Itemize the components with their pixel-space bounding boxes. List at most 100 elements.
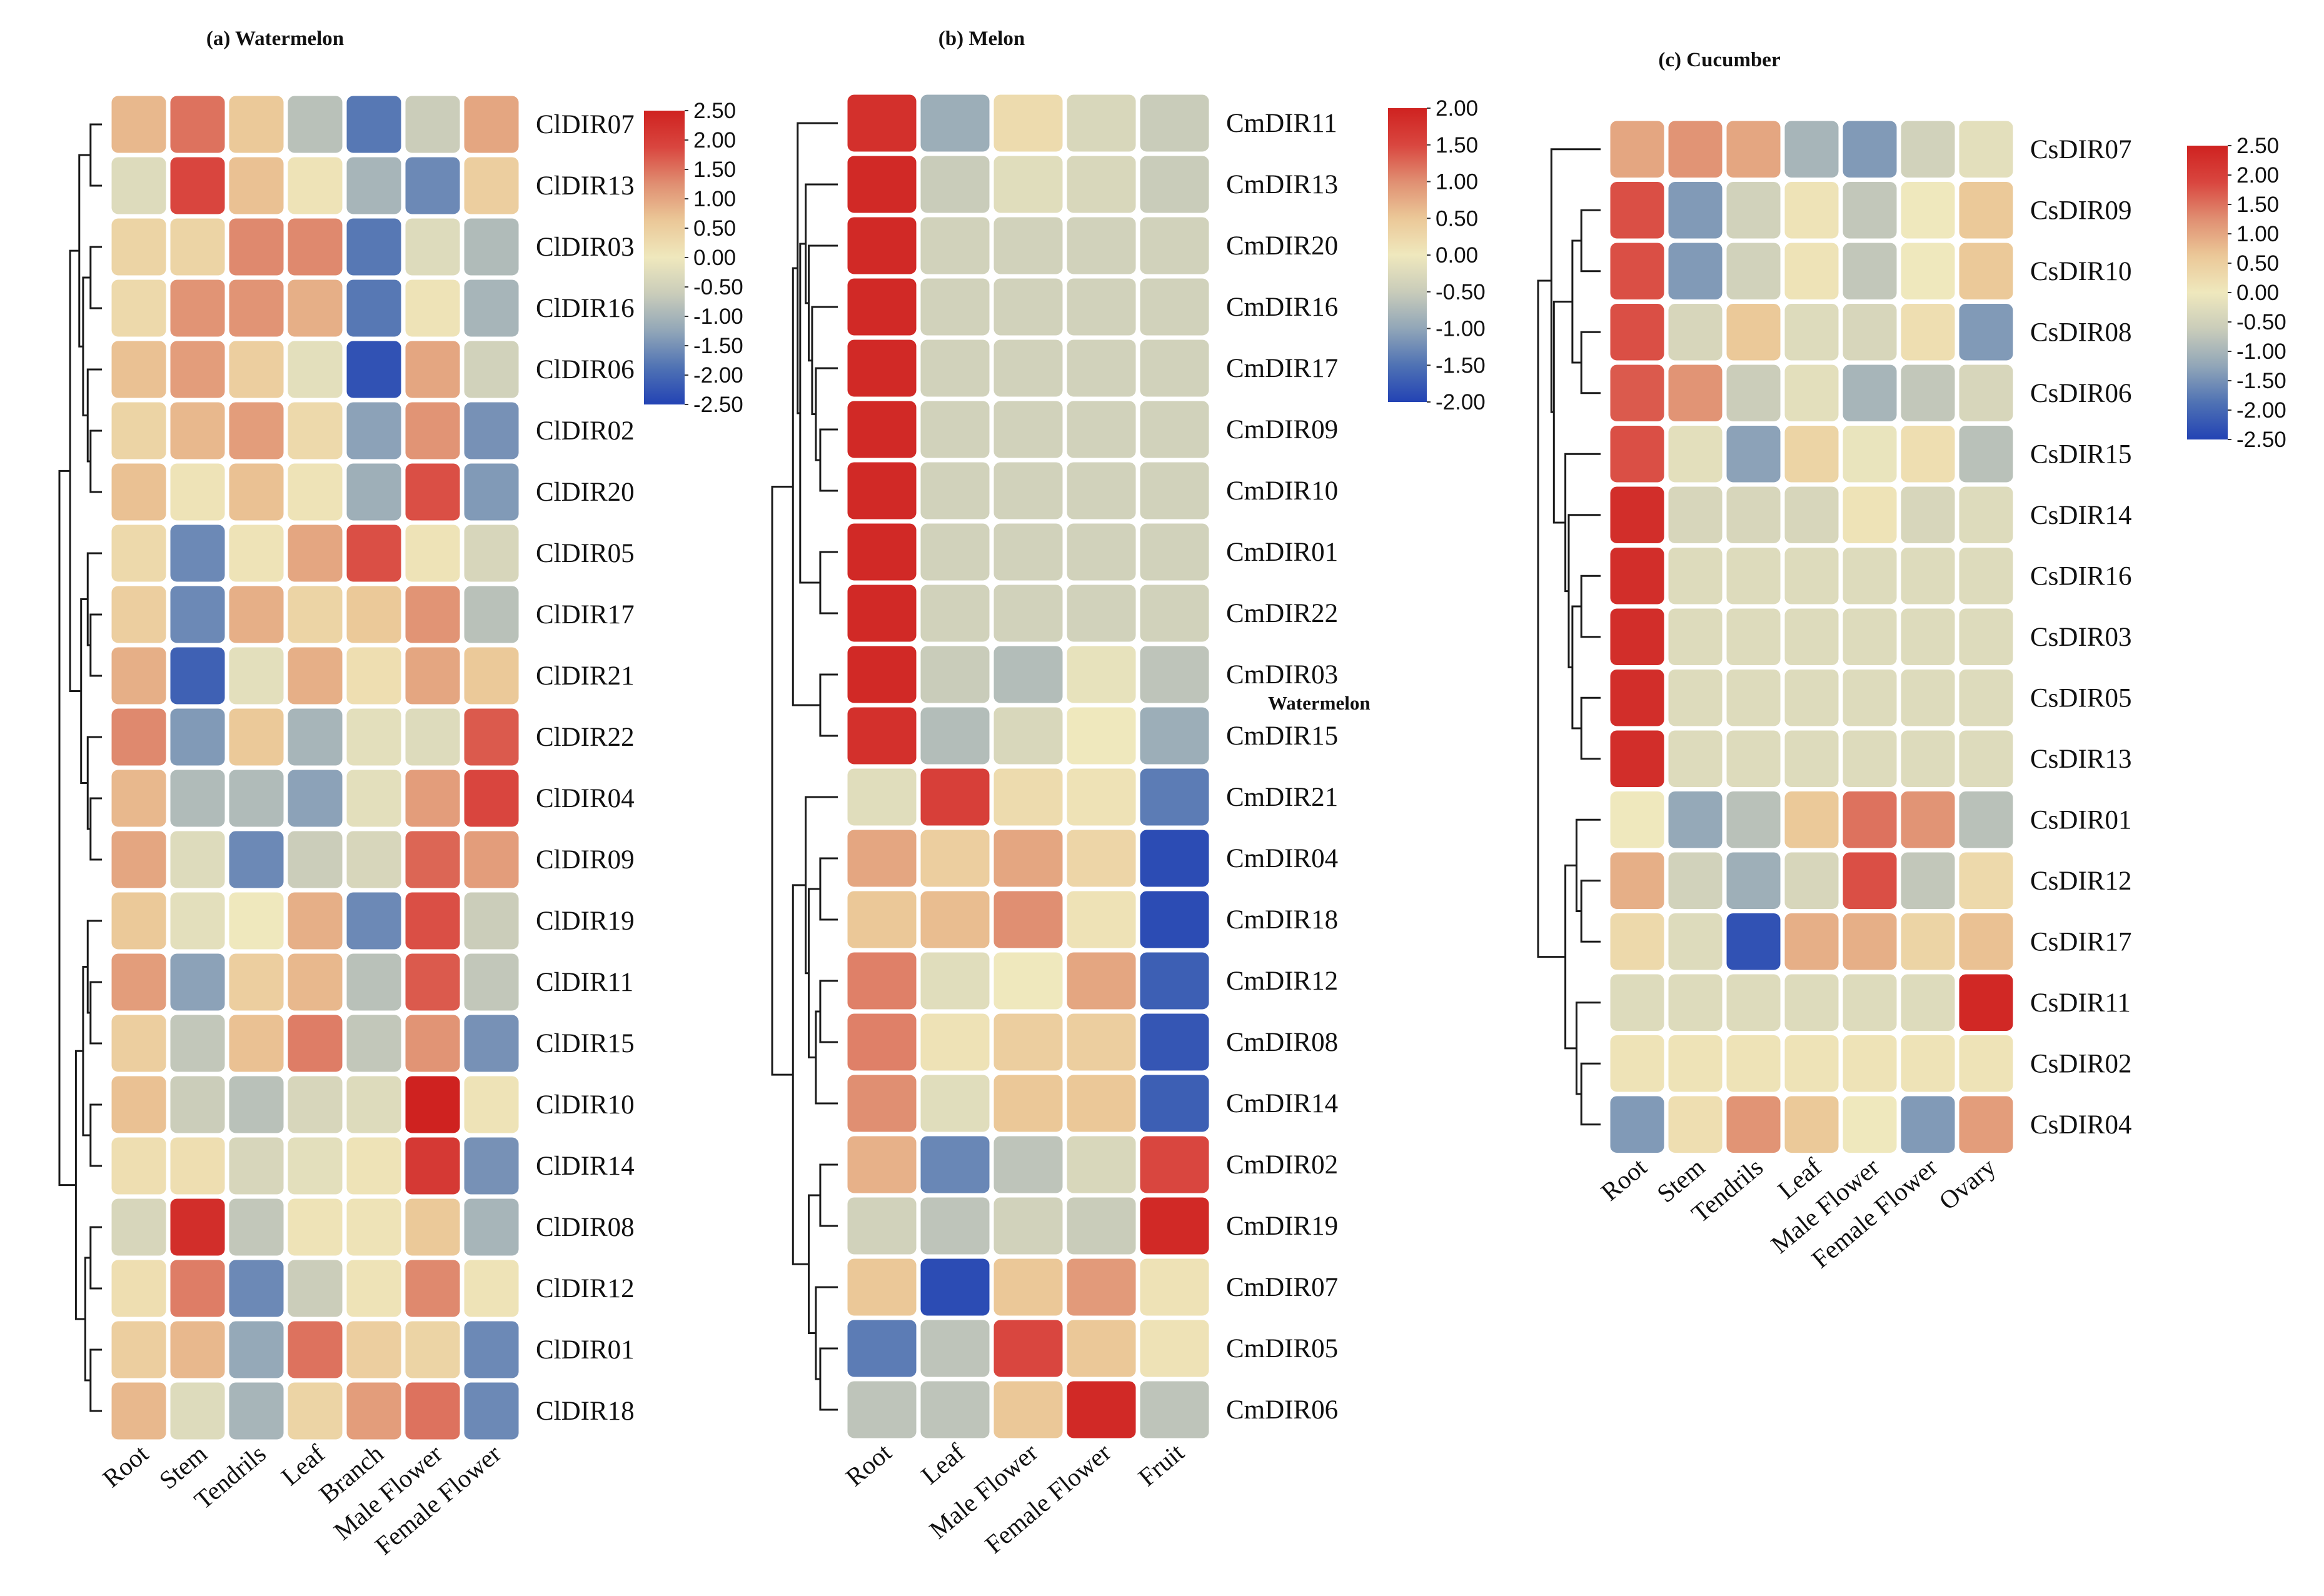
gene-label: ClDIR22 <box>536 723 635 752</box>
gene-label: ClDIR08 <box>536 1213 635 1242</box>
heatmap-cell <box>286 1013 345 1074</box>
heatmap-cell <box>403 890 462 951</box>
heatmap-cell <box>403 829 462 890</box>
heatmap-cell <box>1065 215 1138 276</box>
heatmap-cell <box>286 1258 345 1319</box>
legend-tick-label: 1.50 <box>2236 193 2279 217</box>
heatmap-cell <box>227 278 286 339</box>
heatmap-cell <box>845 705 918 766</box>
panel-melon: (b) Melon CmDIR11CmDIR13CmDIR20CmDIR16Cm… <box>771 28 1486 1559</box>
heatmap-cell <box>168 94 227 155</box>
dendrogram-branch <box>1564 453 1601 593</box>
gene-label: ClDIR01 <box>536 1335 635 1365</box>
heatmap-cell <box>168 339 227 400</box>
panel-a-title: (a) Watermelon <box>206 28 344 50</box>
heatmap-cell <box>1724 606 1783 667</box>
heatmap-cell <box>1724 180 1783 241</box>
legend-tick-label: 1.00 <box>1436 170 1478 194</box>
heatmap-cell <box>1724 728 1783 789</box>
heatmap-cell <box>1065 93 1138 154</box>
heatmap-cell <box>1138 1011 1211 1073</box>
heatmap-cells-watermelon <box>109 94 521 1442</box>
heatmap-cell <box>403 951 462 1013</box>
heatmap-cell <box>345 1013 403 1074</box>
heatmap-cell <box>1666 302 1724 363</box>
gene-label: ClDIR09 <box>536 845 635 875</box>
heatmap-cell <box>1065 1379 1138 1440</box>
heatmap-cell <box>462 94 521 155</box>
dendrogram-branch <box>815 367 838 461</box>
heatmap-cell <box>918 1318 992 1379</box>
dendrogram-branch <box>89 246 102 309</box>
heatmap-cell <box>286 1319 345 1380</box>
heatmap-cell <box>462 216 521 278</box>
heatmap-cell <box>1065 276 1138 338</box>
heatmap-cell <box>992 521 1065 583</box>
heatmap-cell <box>227 1319 286 1380</box>
heatmap-cell <box>227 400 286 461</box>
heatmap-cell <box>109 400 168 461</box>
heatmap-cell <box>992 276 1065 338</box>
heatmap-cell <box>227 1197 286 1258</box>
dendrogram-branch <box>1571 605 1582 730</box>
heatmap-cell <box>345 155 403 216</box>
heatmap-cell <box>286 94 345 155</box>
heatmap-cell <box>1899 668 1957 728</box>
dendrogram-branch <box>819 673 838 737</box>
gene-label: CmDIR02 <box>1226 1150 1338 1180</box>
heatmap-cell <box>1841 546 1899 606</box>
heatmap-cell <box>403 706 462 768</box>
panel-b-title: (b) Melon <box>938 28 1025 50</box>
gene-label: CmDIR06 <box>1226 1395 1338 1425</box>
heatmap-cell <box>992 338 1065 399</box>
dendrogram-branch <box>58 469 76 1187</box>
dendrogram-branch <box>797 122 838 414</box>
heatmap-cell <box>1065 766 1138 828</box>
heatmap-cell <box>345 461 403 523</box>
heatmap-cell <box>462 461 521 523</box>
legend-tick-label: -0.50 <box>1436 280 1486 304</box>
heatmap-cell <box>403 1258 462 1319</box>
heatmap-cell <box>1065 399 1138 460</box>
dendrogram-branch <box>89 429 102 493</box>
legend-tick-label: -2.00 <box>693 363 743 388</box>
dendrogram-branch <box>819 1163 838 1227</box>
heatmap-cell <box>286 523 345 584</box>
heatmap-cell <box>1957 180 2015 241</box>
gene-label: ClDIR12 <box>536 1274 635 1303</box>
legend-tick-label: -1.00 <box>2236 339 2286 364</box>
gene-label: CsDIR02 <box>2030 1049 2131 1078</box>
heatmap-cell <box>1841 302 1899 363</box>
heatmap-cell <box>286 461 345 523</box>
gene-label: CsDIR07 <box>2030 135 2131 164</box>
legend-tick-label: 0.00 <box>693 246 736 270</box>
heatmap-cell <box>168 400 227 461</box>
heatmap-cell <box>845 276 918 338</box>
heatmap-cell <box>1841 606 1899 667</box>
gene-label: CsDIR14 <box>2030 501 2131 530</box>
heatmap-cell <box>1065 1318 1138 1379</box>
heatmap-cell <box>462 1197 521 1258</box>
heatmap-cell <box>1724 424 1783 484</box>
heatmap-cell <box>845 93 918 154</box>
stray-watermelon-label: Watermelon <box>1268 692 1371 714</box>
gene-label: CmDIR13 <box>1226 170 1338 199</box>
heatmap-cell <box>1957 484 2015 545</box>
dendrogram-branch <box>1580 575 1601 638</box>
legend-tick-label: -2.00 <box>1436 390 1486 414</box>
heatmap-cell <box>992 1073 1065 1134</box>
heatmap-cell <box>845 1195 918 1257</box>
heatmap-cell <box>109 1258 168 1319</box>
dendrogram-branch <box>819 428 838 492</box>
gene-label: CmDIR11 <box>1226 109 1337 138</box>
dendrogram-branch <box>89 797 102 861</box>
heatmap-cell <box>109 645 168 706</box>
legend-tick-label: -2.50 <box>2236 428 2286 452</box>
gene-label: ClDIR10 <box>536 1090 635 1120</box>
heatmap-cell <box>845 1011 918 1073</box>
legend-tick-label: -0.50 <box>693 275 743 299</box>
heatmap-cell <box>403 94 462 155</box>
gene-label: ClDIR20 <box>536 478 635 507</box>
legend-tick-label: 1.00 <box>2236 222 2279 246</box>
